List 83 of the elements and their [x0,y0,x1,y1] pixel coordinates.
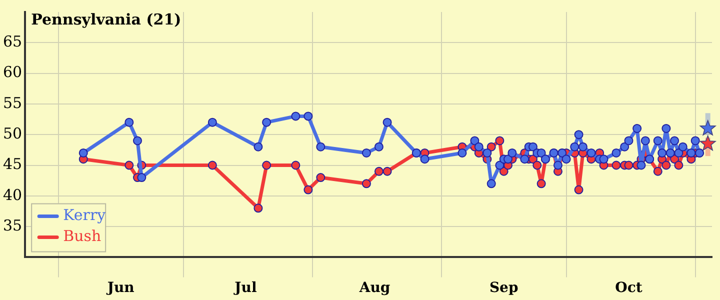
point [700,135,716,151]
legend-label: Bush [63,227,102,246]
point [674,160,684,170]
point [504,154,513,164]
point [382,166,392,176]
point [508,148,517,158]
point [636,160,646,170]
point [574,185,584,194]
point [362,179,371,188]
point [574,130,584,140]
y-tick-label: 40 [2,186,22,204]
point [658,148,667,158]
point [486,142,496,152]
point [578,142,588,152]
point [132,136,142,146]
point [624,160,634,170]
point [124,118,134,127]
point [291,160,300,170]
point [670,136,680,146]
y-tick-label: 55 [2,94,22,112]
point [420,154,430,164]
point [482,148,492,158]
point [536,179,546,188]
point [653,136,662,146]
point [316,173,326,182]
point [495,160,504,170]
point [690,136,700,146]
point [137,173,146,182]
point [532,160,542,170]
point [374,142,384,152]
point [291,112,300,121]
y-tick-label: 60 [2,63,22,82]
point [678,142,688,152]
point [262,118,272,127]
point [78,148,88,158]
point [570,142,580,152]
point [700,120,716,136]
point [382,118,392,127]
point [304,185,313,194]
x-tick-label: Jul [232,280,257,296]
point [486,179,496,188]
y-tick-label: 45 [2,155,22,174]
point [254,142,263,152]
x-tick-label: Sep [489,280,518,296]
y-tick-label: 65 [2,32,22,51]
point [562,154,571,164]
point [520,154,530,164]
point [262,160,272,170]
point [474,142,484,152]
point [599,154,608,164]
point [458,148,467,158]
point [316,142,326,152]
point [254,204,263,213]
point [208,118,217,127]
point [362,148,371,158]
point [620,142,630,152]
point [124,160,134,170]
chart-title: Pennsylvania (21) [31,10,182,28]
point [495,136,504,146]
point [304,112,313,121]
point [553,160,562,170]
x-tick-label: Oct [615,280,643,296]
point [470,136,480,146]
point [612,148,621,158]
point [528,142,538,152]
point [662,160,671,170]
y-tick-label: 50 [2,124,22,142]
point [662,124,671,133]
point [586,148,596,158]
y-tick-label: 35 [2,216,22,234]
point [686,148,696,158]
point [624,136,634,146]
point [208,160,217,170]
point [612,160,621,170]
x-tick-label: Aug [358,280,390,296]
point [674,148,684,158]
x-tick-label: Jun [105,280,134,296]
point [653,166,662,176]
legend-label: Kerry [63,206,106,224]
point [640,136,650,146]
point [374,166,384,176]
point [632,124,642,133]
point [536,148,546,158]
